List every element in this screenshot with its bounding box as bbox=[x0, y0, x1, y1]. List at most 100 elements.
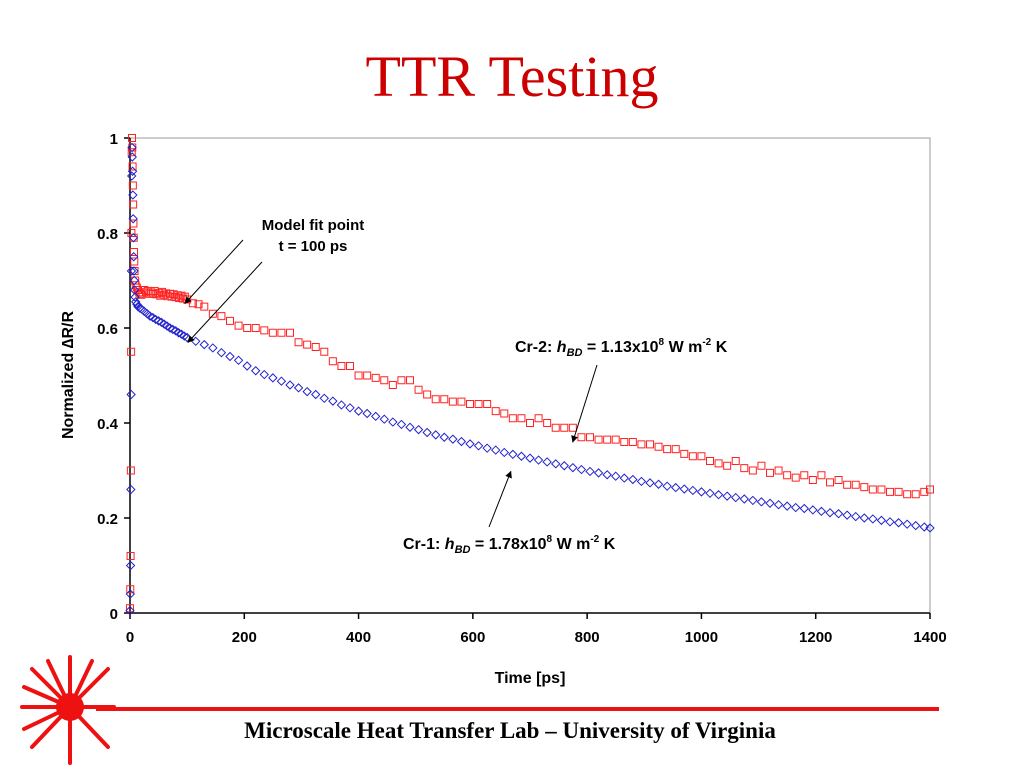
y-tick-label: 0.6 bbox=[97, 321, 118, 338]
y-tick-label: 0.2 bbox=[97, 511, 118, 528]
data-point bbox=[705, 488, 715, 499]
data-point bbox=[353, 406, 364, 416]
data-point bbox=[645, 478, 655, 488]
data-point bbox=[620, 438, 629, 446]
data-point bbox=[127, 347, 136, 356]
data-point bbox=[276, 376, 287, 386]
data-point bbox=[243, 324, 252, 332]
data-point bbox=[628, 474, 638, 485]
x-axis-label: Time [ps] bbox=[495, 670, 566, 687]
data-point bbox=[876, 515, 887, 526]
data-point bbox=[517, 414, 526, 423]
data-point bbox=[277, 328, 286, 337]
data-point bbox=[800, 471, 809, 480]
data-point bbox=[782, 501, 792, 511]
data-point bbox=[439, 432, 449, 442]
x-tick-label: 200 bbox=[232, 629, 257, 646]
data-point bbox=[723, 461, 732, 470]
series-diamond bbox=[125, 142, 935, 616]
data-point bbox=[328, 396, 338, 406]
data-point bbox=[663, 445, 672, 454]
data-point bbox=[151, 314, 161, 325]
data-point bbox=[129, 275, 139, 286]
data-point bbox=[131, 297, 141, 307]
data-point bbox=[126, 552, 135, 560]
data-point bbox=[431, 430, 441, 440]
data-point bbox=[826, 478, 834, 487]
data-point bbox=[466, 400, 474, 408]
x-tick-label: 1000 bbox=[685, 629, 718, 646]
data-point bbox=[636, 476, 647, 487]
data-point bbox=[126, 466, 135, 475]
data-point bbox=[242, 361, 252, 371]
data-point bbox=[129, 252, 139, 262]
data-point bbox=[128, 181, 137, 190]
data-point bbox=[886, 487, 894, 496]
data-point bbox=[293, 383, 304, 393]
data-point bbox=[311, 343, 320, 351]
data-point bbox=[842, 510, 852, 520]
data-point bbox=[482, 443, 492, 453]
data-point bbox=[860, 483, 869, 492]
data-point bbox=[619, 473, 629, 483]
data-point bbox=[371, 411, 381, 422]
data-point bbox=[748, 466, 757, 475]
data-point bbox=[128, 233, 139, 243]
model-fit-label: Model fit point bbox=[262, 217, 364, 234]
data-point bbox=[251, 366, 261, 376]
data-point bbox=[311, 389, 321, 400]
data-point bbox=[127, 148, 136, 157]
data-point bbox=[414, 385, 423, 394]
series-square bbox=[126, 134, 934, 613]
data-point bbox=[791, 473, 800, 482]
data-point bbox=[128, 134, 136, 142]
data-point bbox=[396, 419, 407, 430]
data-point bbox=[153, 316, 164, 326]
data-point bbox=[602, 470, 612, 480]
slide-title: TTR Testing bbox=[365, 44, 659, 109]
data-point bbox=[125, 560, 136, 571]
data-point bbox=[225, 351, 235, 362]
data-point bbox=[714, 459, 723, 468]
data-point bbox=[491, 407, 500, 416]
cr2-arrow bbox=[571, 364, 598, 443]
footer-rule bbox=[96, 707, 939, 711]
data-point bbox=[825, 508, 835, 518]
data-point bbox=[380, 376, 389, 385]
data-point bbox=[128, 190, 138, 200]
data-point bbox=[397, 376, 406, 385]
chart: 0 200 400 600 800 1000 1200 140000.20.40.60.81 … bbox=[60, 131, 947, 687]
data-point bbox=[893, 518, 904, 528]
data-point bbox=[926, 485, 934, 494]
data-point bbox=[628, 438, 637, 446]
data-point bbox=[294, 338, 303, 347]
y-tick-label: 0 bbox=[110, 606, 118, 623]
cr1-arrow bbox=[488, 470, 512, 528]
data-point bbox=[586, 433, 594, 442]
data-point bbox=[491, 445, 501, 455]
data-point bbox=[834, 476, 843, 484]
y-tick-label: 1 bbox=[110, 131, 118, 148]
data-point bbox=[713, 490, 724, 500]
data-point bbox=[542, 457, 552, 467]
data-point bbox=[286, 328, 294, 337]
data-point bbox=[126, 266, 137, 276]
data-point bbox=[345, 403, 355, 413]
data-point bbox=[731, 492, 741, 503]
data-point bbox=[132, 299, 142, 309]
data-point bbox=[126, 585, 135, 594]
data-point bbox=[128, 162, 137, 171]
data-point bbox=[885, 517, 895, 527]
model-fit-arrow bbox=[184, 239, 244, 305]
data-point bbox=[551, 459, 561, 469]
data-point bbox=[168, 324, 178, 335]
data-point bbox=[902, 519, 912, 529]
data-point bbox=[740, 464, 749, 473]
data-point bbox=[646, 440, 654, 449]
data-point bbox=[126, 604, 134, 613]
data-point bbox=[363, 371, 372, 380]
data-point bbox=[868, 514, 878, 524]
data-point bbox=[611, 471, 621, 481]
data-point bbox=[388, 381, 397, 389]
data-point bbox=[817, 471, 826, 480]
